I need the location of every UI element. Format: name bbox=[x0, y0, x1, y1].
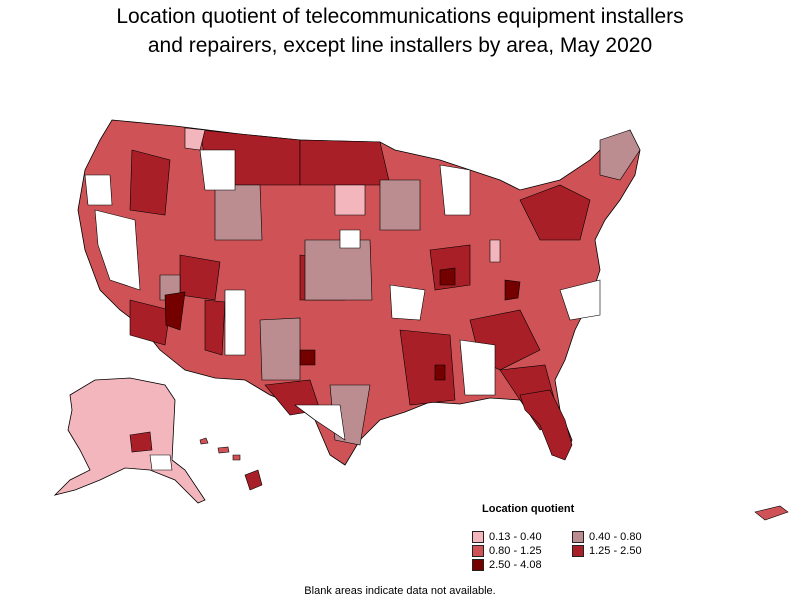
legend-item-4: 1.25 - 2.50 bbox=[572, 545, 672, 557]
legend-label: 1.25 - 2.50 bbox=[589, 545, 642, 557]
mid-lq-regions bbox=[159, 129, 641, 446]
legend-swatch bbox=[572, 531, 584, 543]
legend-swatch bbox=[472, 531, 484, 543]
legend-label: 0.40 - 0.80 bbox=[589, 531, 642, 543]
footnote: Blank areas indicate data not available. bbox=[304, 585, 496, 597]
legend-item-5: 2.50 - 4.08 bbox=[472, 559, 572, 571]
map-title: Location quotient of telecommunications … bbox=[0, 2, 800, 60]
legend-label: 2.50 - 4.08 bbox=[489, 559, 542, 571]
alaska-region-dark bbox=[129, 431, 153, 453]
alaska-region-white bbox=[149, 454, 173, 471]
low-lq-regions bbox=[184, 127, 501, 263]
legend-grid: 0.13 - 0.40 0.40 - 0.80 0.80 - 1.25 1.25… bbox=[472, 531, 672, 571]
legend-title: Location quotient bbox=[482, 503, 575, 515]
legend-swatch bbox=[572, 545, 584, 557]
legend-swatch bbox=[472, 559, 484, 571]
alaska bbox=[53, 377, 206, 504]
florida bbox=[519, 389, 573, 461]
legend-item-2: 0.40 - 0.80 bbox=[572, 531, 672, 543]
legend: Location quotient 0.13 - 0.40 0.40 - 0.8… bbox=[472, 503, 672, 571]
highest-lq-regions bbox=[164, 267, 521, 381]
legend-item-3: 0.80 - 1.25 bbox=[472, 545, 572, 557]
puerto-rico bbox=[754, 505, 789, 521]
legend-item-1: 0.13 - 0.40 bbox=[472, 531, 572, 543]
legend-label: 0.13 - 0.40 bbox=[489, 531, 542, 543]
map-title-line-1: Location quotient of telecommunications … bbox=[116, 5, 684, 28]
hawaii bbox=[199, 437, 263, 491]
blank-regions bbox=[84, 149, 601, 441]
legend-swatch bbox=[472, 545, 484, 557]
map-title-line-2: and repairers, except line installers by… bbox=[147, 34, 653, 57]
legend-label: 0.80 - 1.25 bbox=[489, 545, 542, 557]
